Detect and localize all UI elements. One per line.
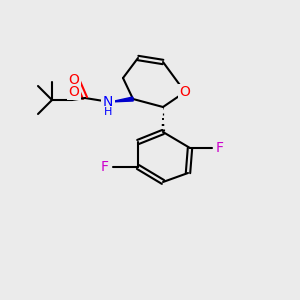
Text: O: O xyxy=(69,73,80,87)
Polygon shape xyxy=(110,97,133,102)
Text: H: H xyxy=(104,107,112,117)
Text: F: F xyxy=(216,141,224,155)
Text: F: F xyxy=(101,160,109,174)
Text: O: O xyxy=(180,85,190,99)
Text: O: O xyxy=(69,85,80,99)
Text: N: N xyxy=(103,95,113,109)
